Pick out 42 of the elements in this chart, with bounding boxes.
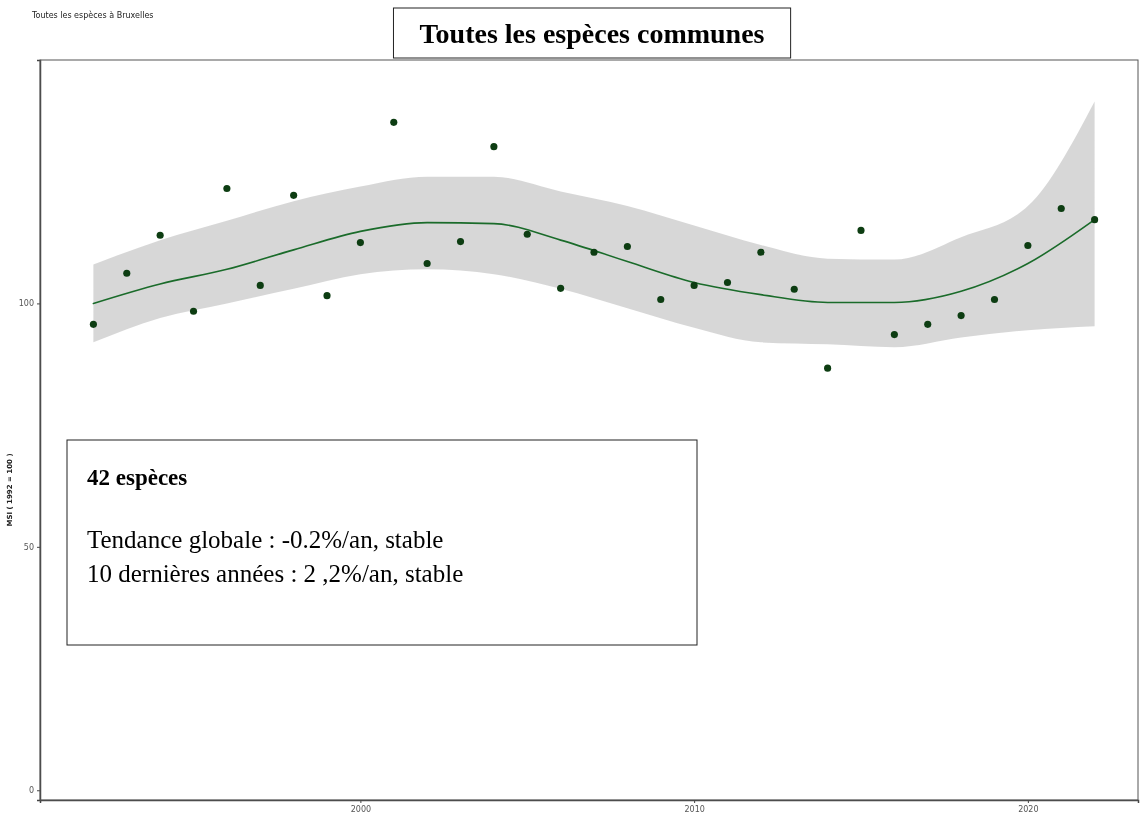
point — [657, 295, 665, 304]
y-tick-label: 100 — [18, 299, 34, 309]
x-tick-label: 2020 — [1018, 804, 1039, 814]
point — [456, 238, 465, 246]
x-tick-label: 2010 — [684, 804, 705, 814]
point — [623, 242, 631, 251]
point — [1024, 241, 1032, 250]
point — [390, 118, 398, 126]
point — [924, 320, 932, 328]
annotation: 10 dernières années : 2 ,2%/an, stable — [87, 560, 464, 587]
point — [189, 307, 198, 315]
x-tick-label: 2000 — [350, 804, 372, 814]
y-tick-label: 0 — [28, 786, 34, 796]
point — [723, 278, 732, 287]
point — [1091, 216, 1099, 224]
chart-subtitle: Toutes les espèces à Bruxelles — [31, 10, 154, 20]
point — [89, 320, 97, 328]
point — [990, 295, 999, 304]
annotation: Tendance globale : -0.2%/an, stable — [87, 526, 444, 553]
point — [423, 259, 431, 268]
chart-title: Toutes les espèces communes — [419, 18, 765, 49]
point — [557, 284, 565, 292]
annotation: 42 espèces — [87, 465, 188, 490]
point — [790, 285, 798, 293]
point — [256, 281, 264, 289]
point — [290, 191, 298, 199]
point — [356, 239, 364, 247]
point — [690, 281, 698, 289]
point — [957, 312, 965, 320]
point — [223, 184, 231, 193]
point — [824, 364, 832, 372]
point — [156, 231, 164, 239]
point — [757, 248, 765, 256]
point — [590, 248, 598, 256]
point — [323, 292, 331, 300]
point — [1057, 204, 1065, 213]
point — [123, 269, 131, 277]
point — [890, 331, 898, 339]
point — [857, 226, 865, 234]
y-tick-label: 50 — [23, 542, 34, 552]
point — [490, 143, 498, 151]
point — [523, 230, 531, 238]
